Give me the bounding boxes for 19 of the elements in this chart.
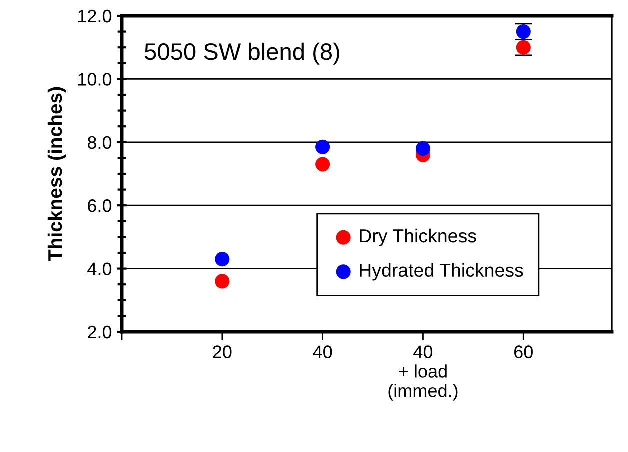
- point: [416, 141, 431, 156]
- y-tick-label: 12.0: [78, 10, 112, 23]
- point: [316, 140, 330, 154]
- y-tick-label: 2.0: [88, 326, 112, 339]
- x-tick-label: 20: [213, 346, 232, 358]
- y-tick-label: 8.0: [88, 136, 112, 150]
- y-tick-label: 6.0: [88, 200, 112, 212]
- point: [215, 274, 230, 289]
- point: [215, 252, 230, 267]
- y-axis-title: Thickness (inches): [48, 87, 66, 262]
- point: [316, 157, 330, 172]
- x-tick-label: 60: [514, 346, 533, 358]
- y-tick-label: 4.0: [88, 262, 112, 276]
- legend-label: Hydrated Thickness: [360, 263, 524, 281]
- y-tick-label: 10.0: [78, 73, 112, 86]
- x-tick-label: 40 + load (immed.): [388, 346, 458, 401]
- x-tick-label: 40: [313, 346, 332, 358]
- annotation: 5050 SW blend (8): [144, 42, 340, 65]
- legend-label: Dry Thickness: [360, 228, 476, 246]
